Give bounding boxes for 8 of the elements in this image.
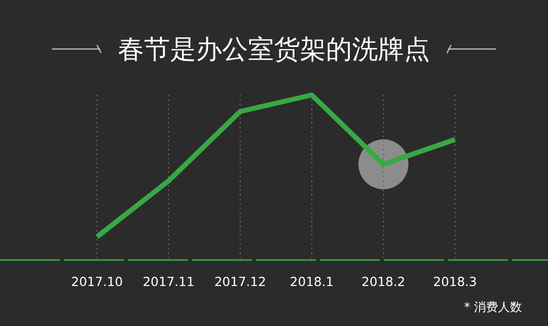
chart-title: 春节是办公室货架的洗牌点 [118, 35, 430, 65]
x-tick-label: 2018.2 [362, 274, 406, 289]
x-tick-label: 2018.1 [290, 274, 334, 289]
text: * 消费人数 [464, 300, 522, 314]
x-tick-label: 2017.12 [214, 274, 266, 289]
x-tick-label: 2017.10 [71, 274, 123, 289]
x-tick-label: 2018.3 [433, 274, 477, 289]
x-tick-label: 2017.11 [142, 274, 194, 289]
